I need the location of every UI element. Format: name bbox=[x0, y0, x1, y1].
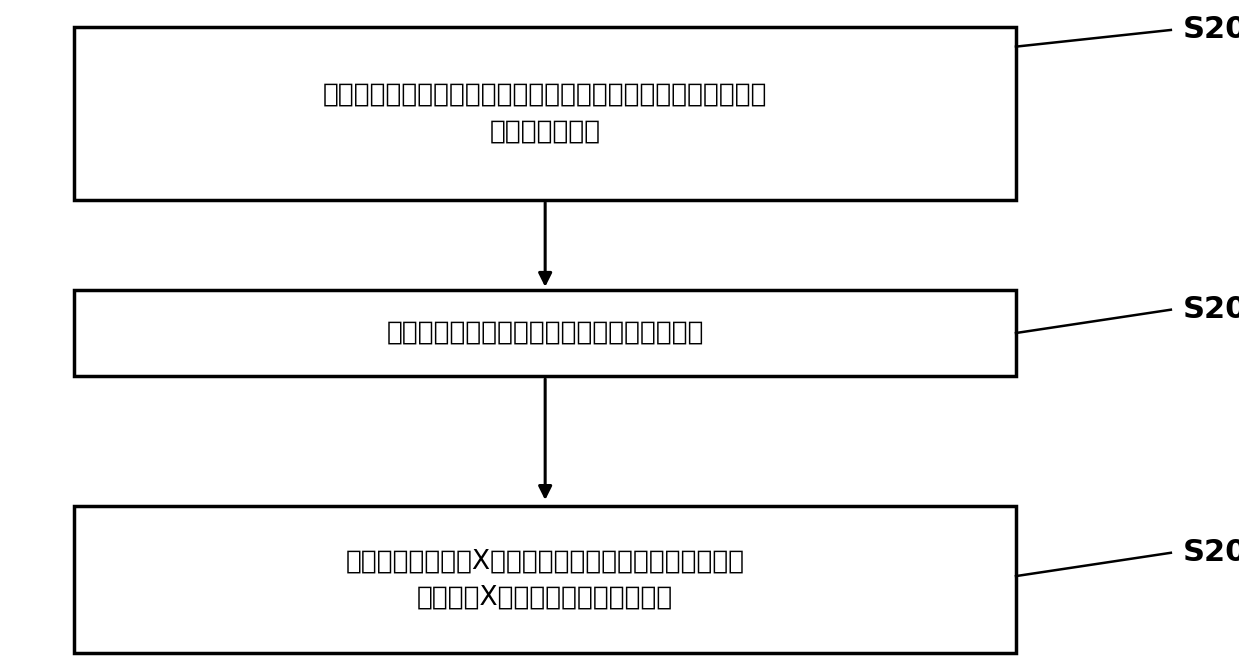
Text: 判断肺叶分离结果是否小于预设肺叶边缘阈值: 判断肺叶分离结果是否小于预设肺叶边缘阈值 bbox=[387, 320, 704, 346]
FancyBboxPatch shape bbox=[74, 290, 1016, 376]
Text: S203: S203 bbox=[1183, 538, 1239, 567]
Text: 若是，则判断所述X射线胸片中肺叶位置异常；若否，则: 若是，则判断所述X射线胸片中肺叶位置异常；若否，则 bbox=[346, 548, 745, 574]
Text: 判断所述X射线胸片中肺叶位置正常: 判断所述X射线胸片中肺叶位置正常 bbox=[418, 585, 673, 611]
FancyBboxPatch shape bbox=[74, 506, 1016, 653]
FancyBboxPatch shape bbox=[74, 27, 1016, 200]
Text: S202: S202 bbox=[1183, 295, 1239, 324]
Text: 到肺叶分离结果: 到肺叶分离结果 bbox=[489, 119, 601, 145]
Text: S201: S201 bbox=[1183, 15, 1239, 45]
Text: 将归一化处理后的图像输入肺叶分割模型进行图像分离识别，得: 将归一化处理后的图像输入肺叶分割模型进行图像分离识别，得 bbox=[323, 82, 767, 108]
